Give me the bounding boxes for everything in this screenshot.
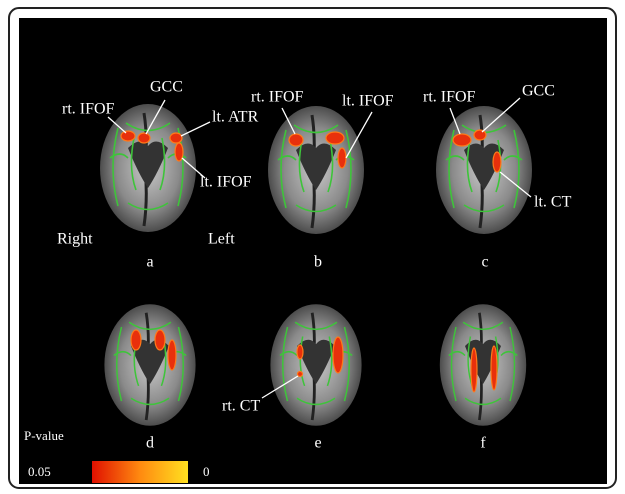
annotation: lt. CT xyxy=(534,194,572,211)
annotation: lt. IFOF xyxy=(200,174,252,191)
side-label: Left xyxy=(208,231,235,248)
colorbar-title: P-value xyxy=(24,428,64,443)
panel-letter: f xyxy=(480,435,486,452)
annotation: rt. IFOF xyxy=(251,89,304,106)
panel-letter: d xyxy=(146,435,154,452)
colorbar-low-label: 0.05 xyxy=(28,464,51,479)
annotation: rt. IFOF xyxy=(423,89,476,106)
annotation: GCC xyxy=(150,79,183,96)
panel-letter: e xyxy=(314,435,321,452)
annotation: lt. IFOF xyxy=(342,93,394,110)
panel-letter: a xyxy=(146,254,153,271)
panel-letter: c xyxy=(481,254,488,271)
side-label: Right xyxy=(57,231,93,248)
panel-letter: b xyxy=(314,254,322,271)
annotation: lt. ATR xyxy=(212,109,259,126)
colorbar-high-label: 0 xyxy=(203,464,210,479)
annotation: rt. CT xyxy=(222,398,260,415)
annotation: GCC xyxy=(522,83,555,100)
colorbar xyxy=(92,461,188,483)
figure: rt. IFOF GCC lt. ATR lt. IFOF Right Left… xyxy=(0,0,625,494)
annotation: rt. IFOF xyxy=(62,101,115,118)
